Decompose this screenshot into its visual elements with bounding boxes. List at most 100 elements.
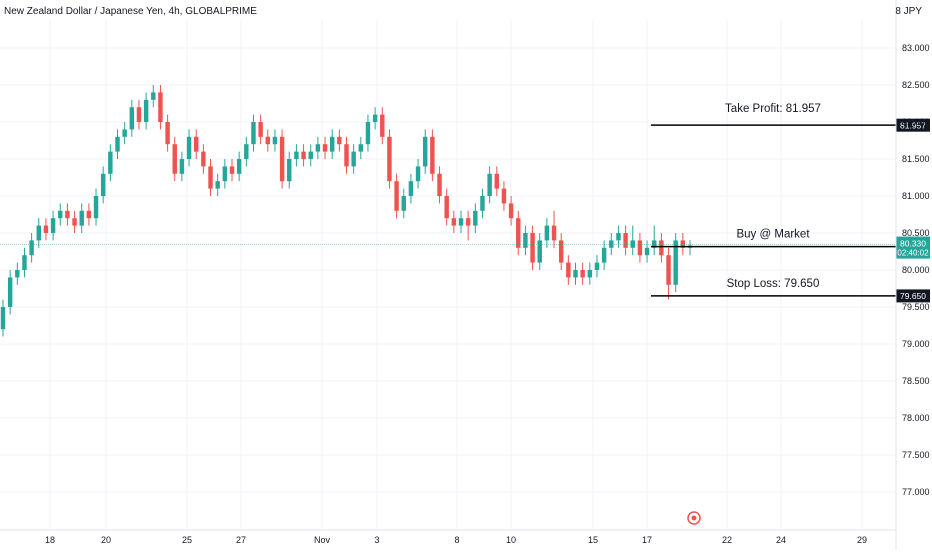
x-tick-label: 25: [182, 535, 192, 545]
candle: [186, 129, 192, 167]
candle: [15, 262, 20, 285]
candle: [465, 210, 471, 241]
candle: [208, 159, 213, 196]
y-tick-label: 77.500: [902, 450, 930, 460]
candle: [487, 166, 492, 204]
candle: [93, 188, 99, 226]
candle: [129, 99, 135, 137]
candle: [194, 129, 199, 159]
x-tick-label: 17: [642, 535, 652, 545]
candle: [594, 255, 600, 278]
y-tick-label: 82.000: [902, 117, 930, 127]
candle: [501, 181, 507, 211]
candle: [172, 136, 177, 182]
candle: [158, 85, 163, 130]
candle: [387, 129, 392, 189]
x-tick-label: 8: [454, 535, 459, 545]
x-tick-label: 24: [776, 535, 786, 545]
time-axis[interactable]: 18 20 25 27 Nov 3 8 10 15 17 22 24 29: [0, 529, 896, 545]
candle: [408, 173, 414, 204]
candle: [143, 92, 149, 130]
candles: [0, 85, 693, 337]
price-level[interactable]: Stop Loss: 79.650 79.650: [651, 278, 930, 303]
x-tick-label: 27: [236, 535, 246, 545]
candle: [351, 144, 356, 174]
candle: [151, 85, 156, 108]
candle: [616, 225, 621, 248]
candle: [7, 270, 13, 315]
candle: [236, 151, 242, 182]
y-tick-label: 82.500: [902, 80, 930, 90]
level-price-tag: [896, 118, 930, 132]
price-level[interactable]: Take Profit: 81.957 81.957: [651, 103, 930, 132]
candle: [530, 225, 535, 270]
symbol-title: New Zealand Dollar / Japanese Yen, 4h, G…: [4, 6, 257, 17]
candle: [680, 233, 686, 256]
x-tick-label: 29: [857, 535, 867, 545]
y-tick-label: 80.500: [902, 228, 930, 238]
currency-label: 8 JPY: [895, 6, 922, 17]
candle: [659, 233, 664, 263]
level-price-tag-text: 81.957: [900, 120, 926, 130]
current-price-text: 80.330: [900, 239, 926, 249]
grid-lines: [0, 20, 896, 530]
x-tick-label: 10: [506, 535, 516, 545]
candle: [623, 225, 628, 256]
y-tick-label: 80.000: [902, 265, 930, 275]
candle: [136, 99, 142, 130]
candle: [265, 129, 270, 152]
candle: [666, 247, 671, 300]
candle: [65, 203, 70, 226]
candle: [494, 166, 499, 196]
price-level[interactable]: Buy @ Market80.316: [651, 229, 930, 254]
candle: [394, 173, 399, 219]
candle: [480, 188, 485, 219]
candle: [451, 210, 457, 233]
candle: [337, 129, 342, 152]
current-price-tag: [896, 236, 930, 259]
candle: [380, 107, 385, 145]
candle: [201, 144, 206, 174]
event-marker-icon[interactable]: [687, 511, 701, 525]
candle: [272, 129, 278, 152]
candle: [566, 255, 571, 285]
candle: [444, 188, 449, 226]
candle: [279, 129, 285, 189]
price-axis[interactable]: 83.000 82.500 82.000 81.500 81.000 80.500 80.0…: [895, 0, 930, 550]
candle: [508, 196, 514, 226]
candle: [423, 129, 428, 174]
candle: [544, 218, 550, 248]
level-label: Buy @ Market: [736, 229, 810, 241]
y-tick-label: 79.000: [902, 339, 930, 349]
candle: [287, 151, 292, 189]
candle: [43, 218, 49, 241]
candle: [0, 299, 6, 337]
y-tick-label: 81.000: [902, 191, 930, 201]
candle: [258, 114, 263, 145]
candle: [215, 173, 220, 196]
candle: [100, 166, 106, 204]
candle: [294, 144, 299, 167]
candle: [673, 233, 678, 293]
candle: [165, 114, 170, 152]
candle: [573, 262, 578, 285]
candle: [587, 262, 593, 285]
y-tick-label: 78.000: [902, 413, 930, 423]
candle: [437, 166, 442, 204]
y-tick-label: 81.500: [902, 154, 930, 164]
x-tick-label: Nov: [314, 535, 331, 545]
candle: [630, 225, 635, 256]
level-label: Take Profit: 81.957: [725, 103, 821, 115]
candle: [558, 233, 564, 270]
candle: [415, 159, 421, 189]
candle: [301, 144, 306, 167]
y-tick-label: 83.000: [902, 43, 930, 53]
x-tick-label: 3: [374, 535, 379, 545]
candle: [108, 144, 113, 182]
candle: [358, 136, 364, 159]
countdown-text: 02:40:02: [897, 249, 929, 258]
